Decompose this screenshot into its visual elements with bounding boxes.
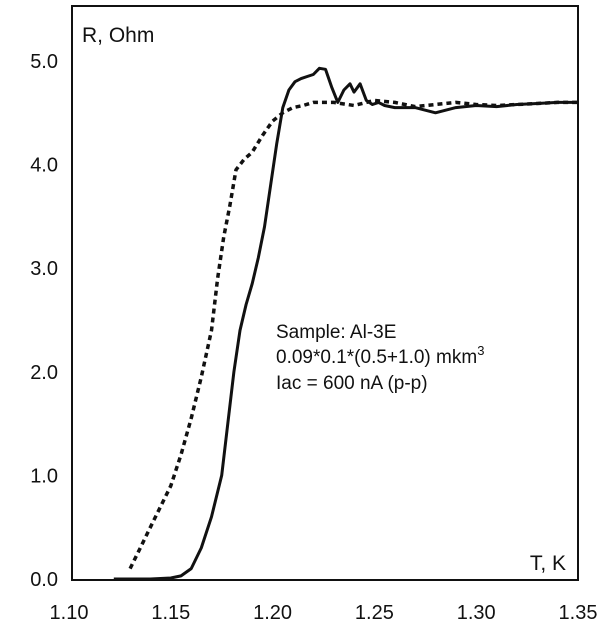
y-axis-ticks: 0.0 1.0 2.0 3.0 4.0 5.0: [30, 51, 58, 591]
x-tick-label: 1.15: [151, 602, 190, 624]
x-tick-label: 1.35: [559, 602, 598, 624]
annotation-line-2: 0.09*0.1*(0.5+1.0) mkm3: [276, 343, 484, 368]
annotation-superscript: 3: [477, 343, 484, 358]
x-tick-label: 1.10: [50, 602, 89, 624]
y-axis-label: R, Ohm: [82, 24, 154, 47]
plot-frame: [71, 5, 579, 581]
series-line-solid: [113, 66, 578, 581]
y-tick-label: 4.0: [30, 155, 58, 177]
x-tick-label: 1.20: [253, 602, 292, 624]
annotation-line-3: Iac = 600 nA (p-p): [276, 373, 428, 394]
annotation-line-2-text: 0.09*0.1*(0.5+1.0) mkm: [276, 347, 477, 368]
y-tick-label: 0.0: [30, 569, 58, 591]
y-tick-label: 5.0: [30, 51, 58, 73]
annotation-line-1: Sample: Al-3E: [276, 322, 396, 343]
series-layer: [113, 66, 578, 581]
y-tick-label: 1.0: [30, 465, 58, 487]
sample-annotation: Sample: Al-3E 0.09*0.1*(0.5+1.0) mkm3 Ia…: [276, 322, 484, 394]
y-tick-label: 3.0: [30, 258, 58, 280]
x-tick-label: 1.30: [457, 602, 496, 624]
x-axis-label: T, K: [530, 552, 566, 575]
x-axis-ticks: 1.10 1.15 1.20 1.25 1.30 1.35: [50, 602, 598, 624]
series-line-dashed: [128, 98, 578, 570]
y-tick-label: 2.0: [30, 362, 58, 384]
x-tick-label: 1.25: [355, 602, 394, 624]
